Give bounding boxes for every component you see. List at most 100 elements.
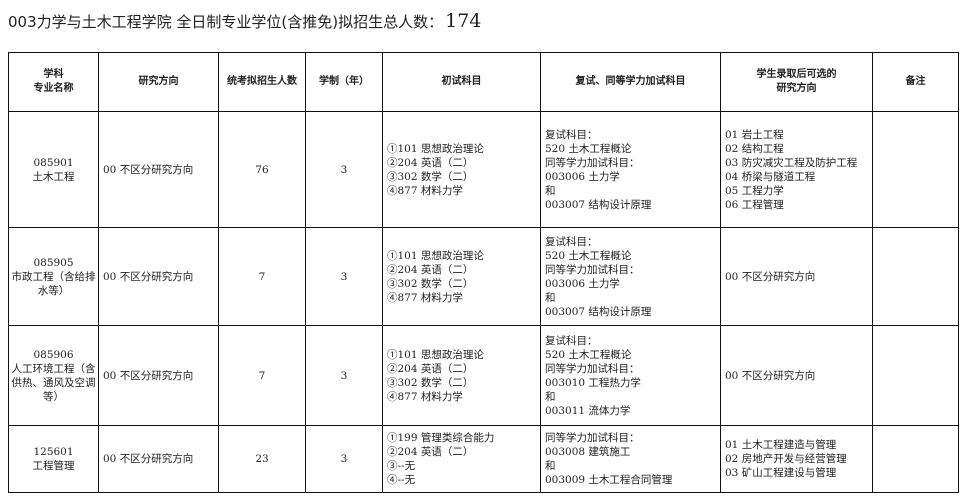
quota-cell: 76 [218, 111, 306, 228]
header-text: 研究方向 [776, 83, 817, 94]
major-cell: 085905 市政工程（含给排水等） [8, 227, 99, 326]
exam-cell-text: ③302 数学（二） [387, 376, 474, 389]
exam-cell-text: ②204 英语（二） [387, 362, 474, 375]
header-text: 学制（年） [319, 76, 369, 87]
exam-cell-text: ①101 思想政治理论 [387, 142, 484, 155]
options-cell: 01 土木工程建造与管理 02 房地产开发与经营管理 03 矿山工程建设与管理 [720, 425, 873, 493]
years-cell-text: 3 [340, 270, 348, 283]
major-cell-text: 市政工程（含给排水等） [11, 270, 96, 297]
options-cell-text: 02 结构工程 [725, 142, 784, 155]
header-quota: 统考拟招生人数 [218, 52, 306, 112]
note-cell [872, 227, 959, 326]
quota-cell: 7 [218, 227, 306, 326]
direction-cell-text: 00 不区分研究方向 [103, 369, 194, 382]
quota-cell-text: 76 [255, 163, 269, 176]
major-cell: 085901 土木工程 [8, 111, 99, 228]
years-cell-text: 3 [340, 453, 348, 465]
major-cell-text: 085905 [33, 256, 74, 269]
exam-cell: ①101 思想政治理论 ②204 英语（二） ③302 数学（二） ④877 材料力学 [382, 325, 541, 426]
header-years: 学制（年） [305, 52, 383, 112]
header-options: 学生录取后可选的 研究方向 [720, 52, 873, 112]
header-text: 研究方向 [138, 76, 179, 87]
exam-cell-text: ④877 材料力学 [387, 184, 463, 197]
retest-cell-text: 同等学力加试科目： [545, 263, 640, 276]
note-cell [872, 425, 959, 493]
years-cell: 3 [305, 325, 383, 426]
header-retest: 复试、同等学力加试科目 [540, 52, 721, 112]
retest-cell-text: 520 土木工程概论 [545, 348, 632, 361]
major-cell-text: 085906 [33, 348, 74, 361]
options-cell: 00 不区分研究方向 [720, 325, 873, 426]
note-cell [872, 325, 959, 426]
options-cell-text: 00 不区分研究方向 [725, 369, 816, 382]
major-cell-text: 工程管理 [32, 460, 75, 472]
options-cell-text: 06 工程管理 [725, 198, 784, 211]
retest-cell-text: 003008 建筑施工 [545, 446, 631, 458]
admissions-table: 学科 专业名称 研究方向 统考拟招生人数 学制（年） 初试科目 复试、同等学力加试科目 学生录… [8, 52, 959, 493]
major-cell-text: 125601 [33, 446, 74, 458]
retest-cell-text: 520 土木工程概论 [545, 142, 632, 155]
retest-cell-text: 复试科目： [545, 235, 598, 248]
exam-cell-text: ②204 英语（二） [387, 156, 474, 169]
header-direction: 研究方向 [98, 52, 219, 112]
exam-cell-text: ③--无 [387, 460, 416, 472]
table-row: 085906 人工环境工程（含供热、通风及空调等） 00 不区分研究方向 7 3 ①101… [8, 325, 959, 426]
note-cell [872, 111, 959, 228]
options-cell-text: 03 矿山工程建设与管理 [725, 467, 837, 479]
exam-cell-text: ③302 数学（二） [387, 170, 474, 183]
retest-cell-text: 复试科目： [545, 334, 598, 347]
years-cell: 3 [305, 425, 383, 493]
header-row: 学科 专业名称 研究方向 统考拟招生人数 学制（年） 初试科目 复试、同等学力加试科目 学生录… [8, 52, 959, 112]
table-row: 125601 工程管理 00 不区分研究方向 23 3 ①199 管理类综合能力 ②204 … [8, 425, 959, 493]
quota-cell-text: 23 [255, 453, 269, 465]
header-text: 专业名称 [33, 83, 74, 94]
exam-cell-text: ①199 管理类综合能力 [387, 432, 495, 444]
retest-cell-text: 003011 流体力学 [545, 404, 631, 417]
retest-cell-text: 003007 结构设计原理 [545, 305, 652, 318]
exam-cell-text: ②204 英语（二） [387, 446, 474, 458]
retest-cell-text: 和 [545, 460, 556, 472]
header-text: 备注 [905, 76, 926, 87]
retest-cell-text: 和 [545, 390, 556, 403]
options-cell: 01 岩土工程 02 结构工程 03 防灾减灾工程及防护工程 04 桥梁与隧道工程 05… [720, 111, 873, 228]
exam-cell: ①101 思想政治理论 ②204 英语（二） ③302 数学（二） ④877 材料力学 [382, 111, 541, 228]
options-cell-text: 05 工程力学 [725, 184, 784, 197]
options-cell-text: 03 防灾减灾工程及防护工程 [725, 156, 858, 169]
quota-cell-text: 7 [258, 270, 266, 283]
header-major: 学科 专业名称 [8, 52, 99, 112]
exam-cell-text: ①101 思想政治理论 [387, 249, 484, 262]
options-cell-text: 01 岩土工程 [725, 128, 784, 141]
retest-cell-text: 复试科目： [545, 128, 598, 141]
options-cell-text: 01 土木工程建造与管理 [725, 439, 837, 451]
direction-cell-text: 00 不区分研究方向 [103, 453, 194, 465]
retest-cell-text: 003010 工程热力学 [545, 376, 641, 389]
direction-cell: 00 不区分研究方向 [98, 425, 219, 493]
direction-cell: 00 不区分研究方向 [98, 111, 219, 228]
retest-cell-text: 同等学力加试科目： [545, 362, 640, 375]
major-cell-text: 085901 [33, 156, 74, 169]
total-count: 174 [445, 10, 482, 32]
retest-cell-text: 和 [545, 291, 556, 304]
exam-cell-text: ④877 材料力学 [387, 390, 463, 403]
exam-cell-text: ③302 数学（二） [387, 277, 474, 290]
major-cell: 085906 人工环境工程（含供热、通风及空调等） [8, 325, 99, 426]
major-cell: 125601 工程管理 [8, 425, 99, 493]
header-text: 初试科目 [441, 76, 482, 87]
header-text: 统考拟招生人数 [227, 76, 297, 87]
retest-cell-text: 520 土木工程概论 [545, 249, 632, 262]
header-text: 复试、同等学力加试科目 [575, 76, 686, 87]
major-cell-text: 土木工程 [32, 170, 75, 183]
retest-cell-text: 和 [545, 184, 556, 197]
header-exam: 初试科目 [382, 52, 541, 112]
options-cell: 00 不区分研究方向 [720, 227, 873, 326]
retest-cell-text: 003009 土木工程合同管理 [545, 474, 673, 486]
table-row: 085905 市政工程（含给排水等） 00 不区分研究方向 7 3 ①101 思想政治理论… [8, 227, 959, 326]
header-text: 学生录取后可选的 [756, 69, 837, 80]
options-cell-text: 02 房地产开发与经营管理 [725, 453, 847, 465]
retest-cell-text: 003007 结构设计原理 [545, 198, 652, 211]
years-cell-text: 3 [340, 163, 348, 176]
years-cell: 3 [305, 227, 383, 326]
direction-cell: 00 不区分研究方向 [98, 325, 219, 426]
header-text: 学科 [43, 69, 64, 80]
exam-cell-text: ④877 材料力学 [387, 291, 463, 304]
